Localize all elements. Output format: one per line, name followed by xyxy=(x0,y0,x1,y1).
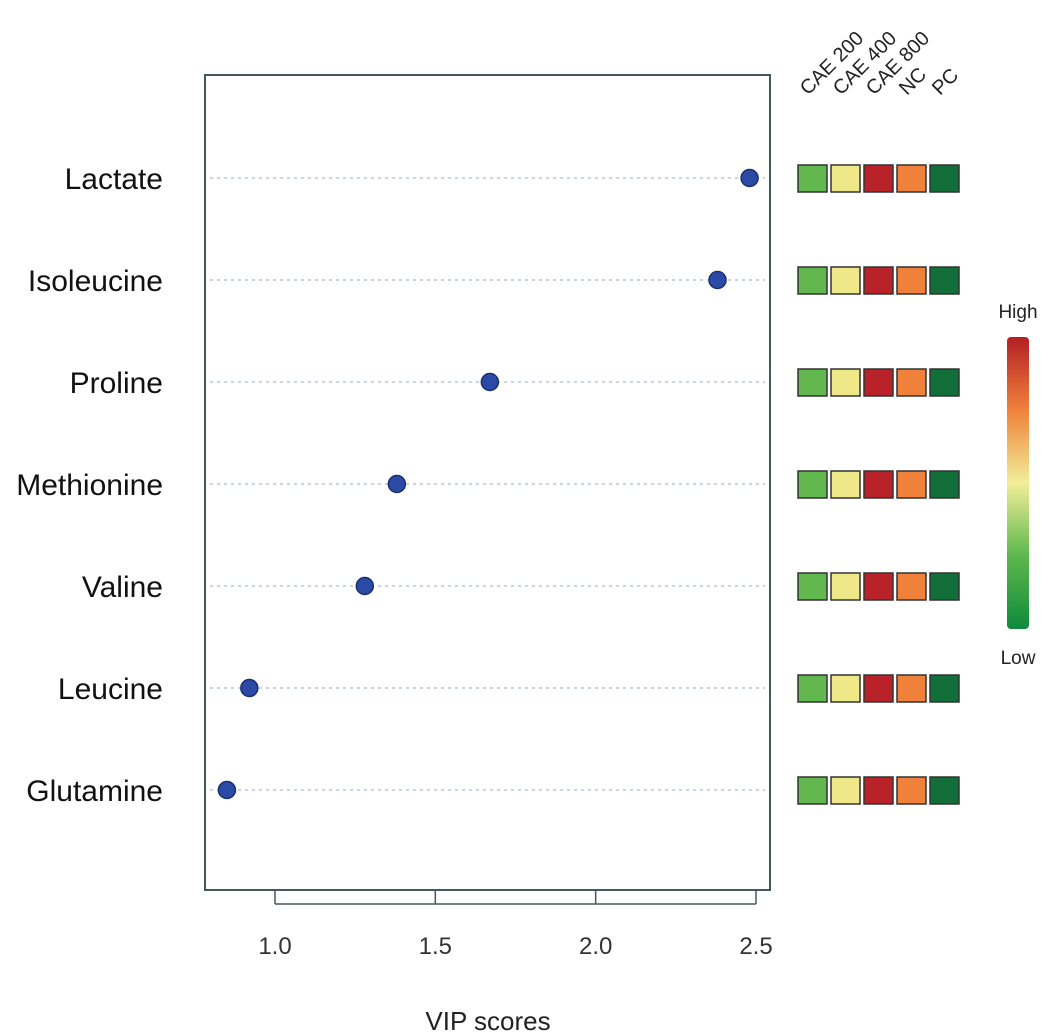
category-label-glutamine: Glutamine xyxy=(26,775,163,808)
heatmap-cell xyxy=(929,572,960,601)
heatmap-cell xyxy=(929,368,960,397)
color-legend: High Low xyxy=(998,302,1037,669)
color-legend-bar xyxy=(1007,337,1029,629)
x-axis-title: VIP scores xyxy=(425,1006,550,1035)
x-tick-label: 1.0 xyxy=(258,933,291,960)
heatmap-cell xyxy=(929,164,960,193)
heatmap-cell xyxy=(863,776,894,805)
heatmap-cell xyxy=(830,674,861,703)
heatmap-cell xyxy=(896,674,927,703)
category-labels: Lactate Isoleucine Proline Methionine Valine… xyxy=(16,163,163,808)
heatmap-cell xyxy=(896,776,927,805)
heatmap-cell xyxy=(896,368,927,397)
heatmap-cell xyxy=(863,674,894,703)
heatmap-cell xyxy=(929,266,960,295)
heatmap-cell xyxy=(896,266,927,295)
data-point-lactate xyxy=(740,168,759,188)
heatmap-cell xyxy=(896,470,927,499)
group-label: PC xyxy=(928,64,963,99)
heatmap-cell xyxy=(797,266,828,295)
x-axis: 1.0 1.5 2.0 2.5 xyxy=(258,890,773,960)
heatmap-cell xyxy=(797,776,828,805)
heatmap-cell xyxy=(863,572,894,601)
data-point-isoleucine xyxy=(708,270,727,290)
heatmap-cell xyxy=(863,164,894,193)
x-tick-label: 1.5 xyxy=(419,933,452,960)
heatmap-cell xyxy=(830,470,861,499)
category-label-leucine: Leucine xyxy=(58,673,163,706)
heatmap-cell xyxy=(863,266,894,295)
x-tick-label: 2.5 xyxy=(739,933,772,960)
legend-high-label: High xyxy=(998,302,1037,323)
category-label-lactate: Lactate xyxy=(65,163,163,196)
heatmap-cell xyxy=(830,572,861,601)
heatmap-cell xyxy=(797,674,828,703)
heatmap-cell xyxy=(830,368,861,397)
heatmap-cell xyxy=(830,164,861,193)
heatmap-cell xyxy=(863,470,894,499)
legend-low-label: Low xyxy=(1001,648,1036,669)
data-point-leucine xyxy=(240,678,259,698)
x-tick-label: 2.0 xyxy=(579,933,612,960)
heatmap-cell xyxy=(830,266,861,295)
heatmap-cell xyxy=(797,368,828,397)
data-point-proline xyxy=(480,372,500,392)
heatmap-cell xyxy=(896,164,927,193)
category-label-isoleucine: Isoleucine xyxy=(28,265,163,298)
heatmap-cell xyxy=(929,470,960,499)
category-label-methionine: Methionine xyxy=(16,469,163,502)
heatmap-cell xyxy=(830,776,861,805)
heatmap-cell xyxy=(797,164,828,193)
heatmap xyxy=(797,164,960,805)
heatmap-cell xyxy=(797,470,828,499)
heatmap-cell xyxy=(929,674,960,703)
category-label-valine: Valine xyxy=(82,571,163,604)
heatmap-cell xyxy=(863,368,894,397)
data-point-valine xyxy=(355,576,375,596)
heatmap-cell xyxy=(896,572,927,601)
heatmap-cell xyxy=(929,776,960,805)
grid-lines xyxy=(210,177,765,791)
data-point-glutamine xyxy=(217,780,237,800)
data-points xyxy=(217,168,759,800)
data-point-methionine xyxy=(387,474,407,494)
heatmap-cell xyxy=(797,572,828,601)
plot-frame xyxy=(204,74,771,891)
category-label-proline: Proline xyxy=(70,367,163,400)
